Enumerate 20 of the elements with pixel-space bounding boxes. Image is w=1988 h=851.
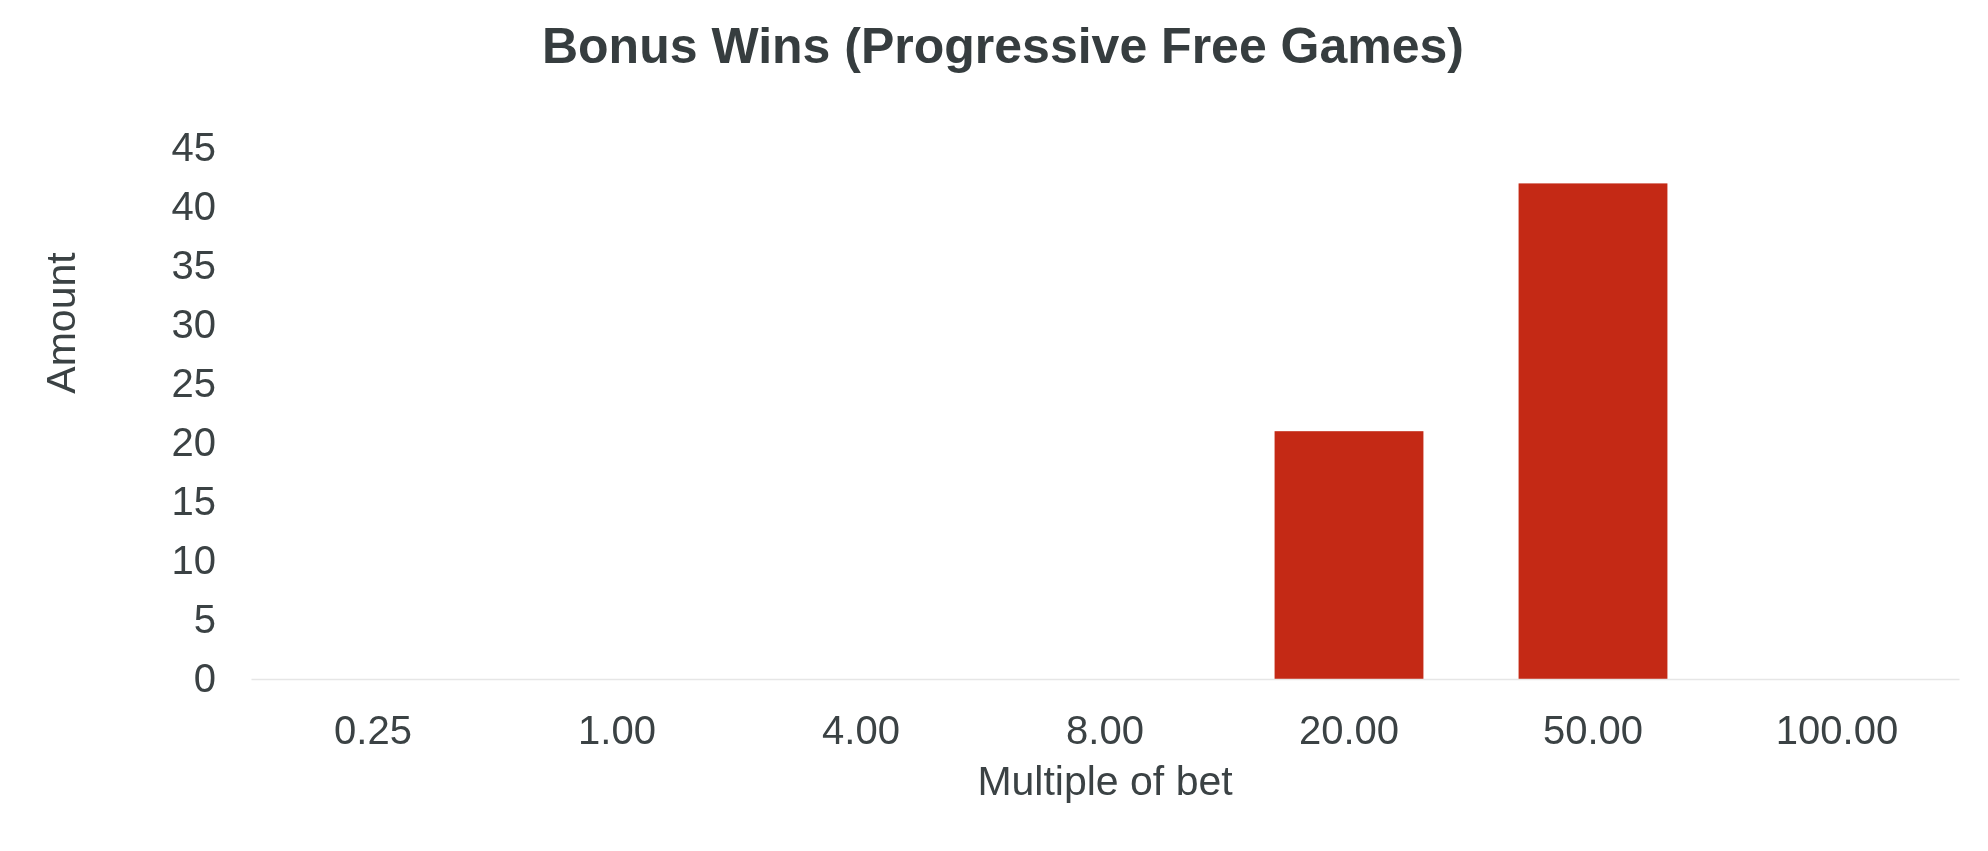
x-tick-label: 50.00	[1542, 708, 1644, 753]
y-axis-title: Amount	[38, 251, 84, 394]
x-tick-label: 1.00	[578, 708, 656, 753]
y-tick-label: 40	[171, 184, 216, 229]
x-tick-label: 4.00	[822, 708, 900, 753]
x-tick-label: 0.25	[334, 708, 412, 753]
y-tick-label: 15	[171, 479, 216, 524]
y-tick-label: 35	[171, 243, 216, 288]
y-tick-label: 45	[171, 125, 216, 170]
y-tick-label: 20	[171, 420, 216, 465]
x-tick-label: 8.00	[1066, 708, 1144, 753]
y-tick-label: 0	[193, 656, 216, 701]
y-tick-label: 5	[193, 597, 216, 642]
y-tick-label: 10	[171, 538, 216, 583]
y-tick-label: 25	[171, 361, 216, 406]
y-tick-label: 30	[171, 302, 216, 347]
x-tick-label: 100.00	[1775, 708, 1899, 753]
x-axis-title: Multiple of bet	[977, 758, 1234, 804]
x-tick-label: 20.00	[1298, 708, 1400, 753]
chart-title: Bonus Wins (Progressive Free Games)	[541, 18, 1465, 74]
